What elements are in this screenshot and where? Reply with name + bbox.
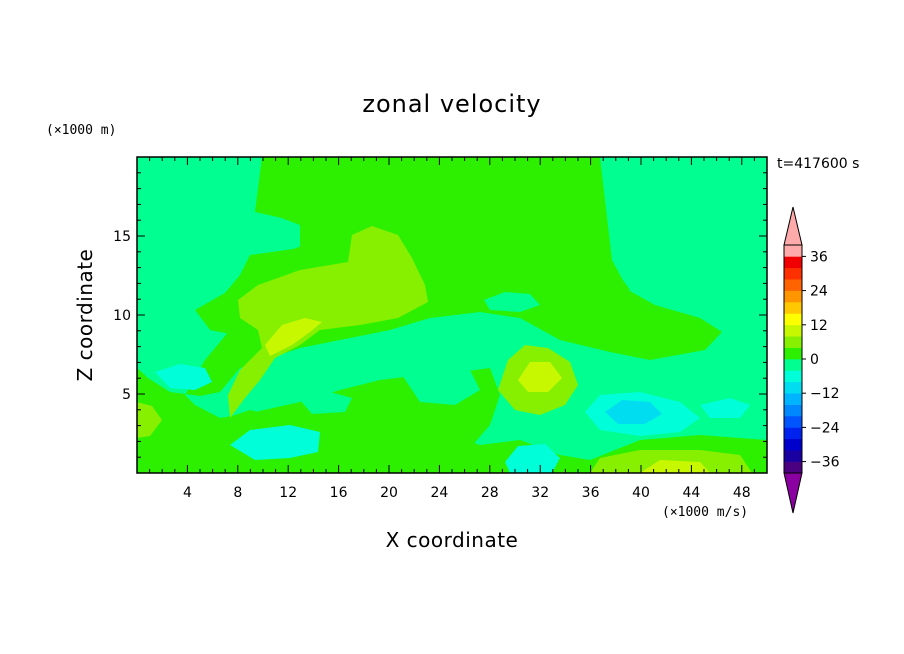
- colorbar-tick-label: 12: [810, 318, 828, 334]
- x-tick-label: 8: [233, 485, 242, 501]
- field-cyan-left: [155, 364, 212, 390]
- chart-title: zonal velocity: [362, 90, 541, 118]
- colorbar-tick-label: −12: [810, 386, 840, 402]
- field-aqua-island-3: [300, 392, 352, 414]
- colorbar-tick-label: −24: [810, 420, 840, 436]
- y-tick-label: 5: [122, 387, 131, 403]
- colorbar-segment: [784, 393, 802, 405]
- field-aqua-island-1: [484, 292, 540, 312]
- field-yellow-mid: [518, 362, 562, 392]
- y-axis-label: Z coordinate: [73, 249, 97, 382]
- colorbar-segment: [784, 461, 802, 474]
- colorbar-segment: [784, 450, 802, 462]
- colorbar-segment: [784, 416, 802, 428]
- x-tick-label: 44: [682, 485, 700, 501]
- colorbar-tick-label: 36: [810, 249, 828, 265]
- x-tick-label: 28: [481, 485, 499, 501]
- y-tick-label: 10: [113, 308, 131, 324]
- x-ticks: 4 8 12 16 20 24 28 32 36 40 44 48: [149, 157, 755, 501]
- field-green-lower: [137, 368, 500, 473]
- field-yellowgreen-upper: [228, 226, 428, 418]
- field-yellow-spot: [265, 318, 322, 356]
- field-cyan-far-right: [700, 398, 750, 418]
- x-tick-label: 40: [632, 485, 650, 501]
- colorbar-segment: [784, 359, 802, 371]
- field-cyan-right-core: [605, 400, 662, 424]
- colorbar: 36 24 12 0 −12 −24 −36: [783, 206, 840, 514]
- colorbar-segment: [784, 370, 802, 383]
- x-axis-label: X coordinate: [386, 528, 519, 552]
- y-unit-label: (×1000 m): [46, 123, 116, 138]
- colorbar-under-arrow: [783, 472, 803, 514]
- colorbar-segment: [784, 302, 802, 314]
- x-unit-label: (×1000 m/s): [662, 505, 748, 520]
- y-ticks: 5 10 15: [113, 172, 767, 458]
- colorbar-segment: [784, 347, 802, 360]
- y-tick-label: 15: [113, 229, 131, 245]
- contour-field: [137, 157, 767, 473]
- colorbar-over-arrow: [783, 206, 803, 246]
- colorbar-tick-label: 24: [810, 284, 828, 300]
- x-tick-label: 48: [733, 485, 751, 501]
- field-green-main: [137, 157, 767, 473]
- colorbar-segment: [784, 427, 802, 440]
- x-tick-label: 20: [380, 485, 398, 501]
- field-cyan-bottom-mid: [505, 444, 560, 473]
- colorbar-segment: [784, 438, 802, 451]
- x-tick-label: 24: [430, 485, 448, 501]
- field-yellow-bottom: [640, 460, 710, 473]
- colorbar-segment: [784, 279, 802, 291]
- x-tick-label: 12: [279, 485, 297, 501]
- colorbar-segment: [784, 324, 802, 337]
- colorbar-segment: [784, 313, 802, 326]
- colorbar-segment: [784, 381, 802, 394]
- field-aqua-island-2: [400, 366, 480, 405]
- colorbar-segment: [784, 267, 802, 280]
- colorbar-segment: [784, 404, 802, 417]
- colorbar-tick-label: 0: [810, 352, 819, 368]
- colorbar-segment: [784, 336, 802, 348]
- colorbar-tick-label: −36: [810, 455, 840, 471]
- x-tick-label: 36: [582, 485, 600, 501]
- time-label: t=417600 s: [777, 156, 859, 172]
- colorbar-segment: [784, 245, 802, 257]
- x-tick-label: 16: [330, 485, 348, 501]
- colorbar-segment: [784, 290, 802, 303]
- x-tick-label: 32: [531, 485, 549, 501]
- field-yellowgreen-left: [137, 402, 162, 438]
- x-tick-label: 4: [183, 485, 192, 501]
- field-cyan-lower-left: [230, 425, 320, 460]
- colorbar-segment: [784, 256, 802, 269]
